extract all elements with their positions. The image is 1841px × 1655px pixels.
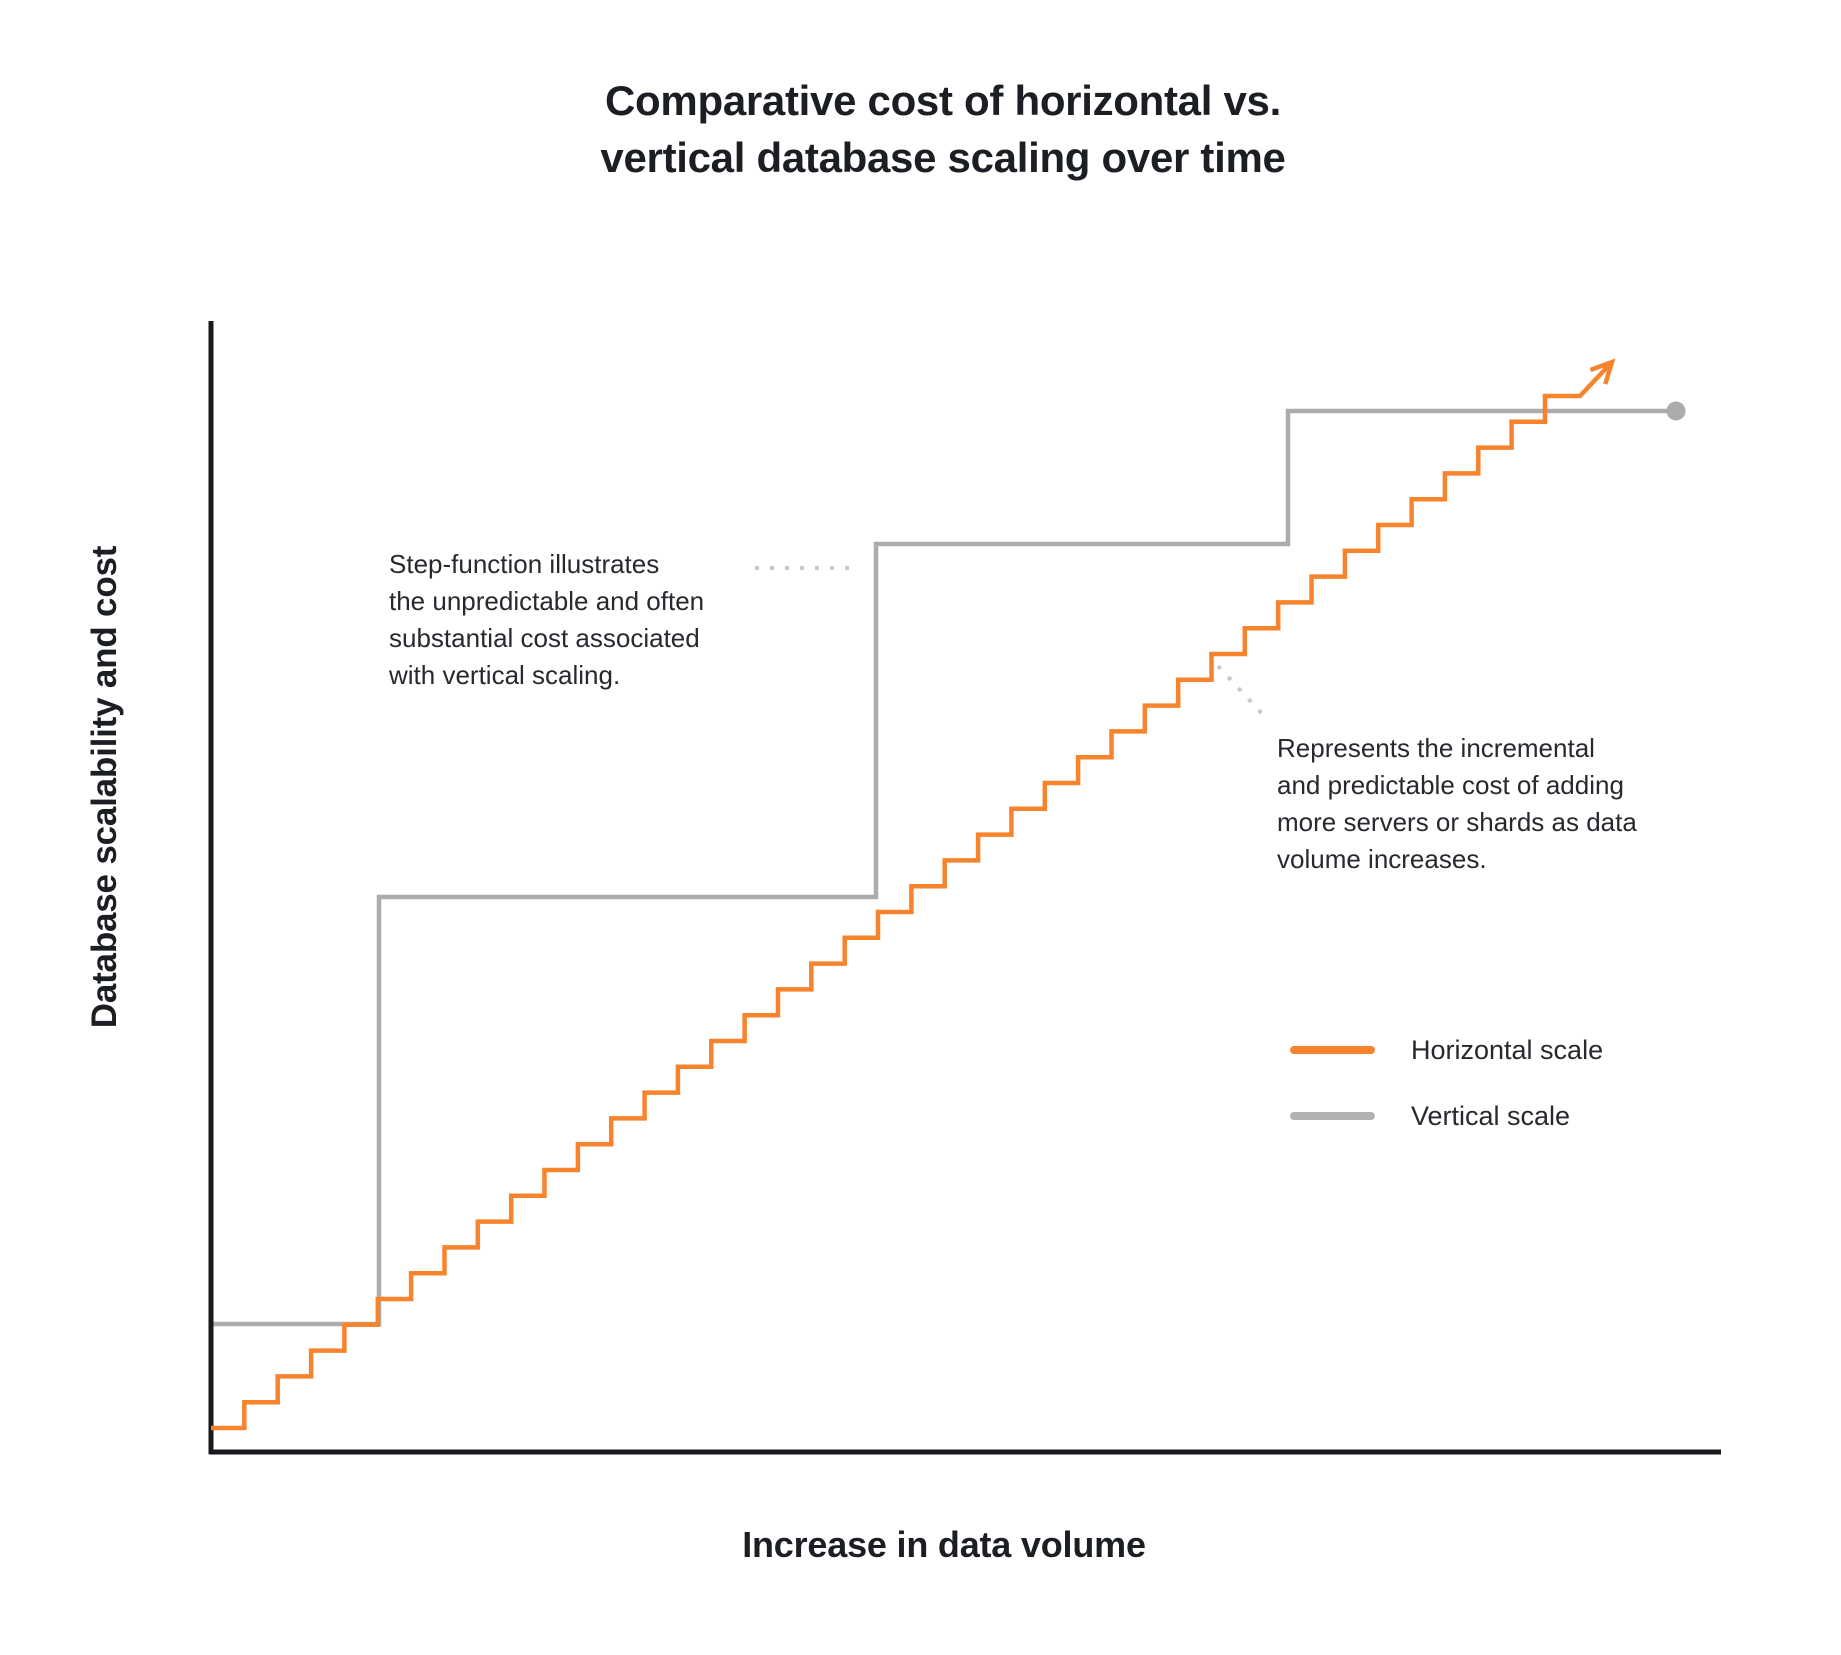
chart-title: Comparative cost of horizontal vs. verti… — [600, 77, 1286, 181]
horizontal-scale-line — [211, 360, 1614, 1431]
annotation-horizontal-scaling: Represents the incremental and predictab… — [1277, 733, 1637, 874]
horizontal-scale-swatch — [1290, 1046, 1375, 1054]
vertical-scale-line — [211, 408, 1676, 1327]
vertical-scale-swatch — [1290, 1112, 1375, 1120]
annotation-vertical-scaling: Step-function illustrates the unpredicta… — [389, 549, 705, 690]
leader-line-horizontal-scaling-note — [1216, 664, 1268, 720]
legend-label-vertical-scale: Vertical scale — [1411, 1100, 1571, 1131]
x-axis-label: Increase in data volume — [742, 1524, 1146, 1565]
legend-label-horizontal-scale: Horizontal scale — [1411, 1034, 1604, 1065]
horizontal-scale-arrowhead-icon — [1589, 358, 1616, 385]
legend: Horizontal scale Vertical scale — [1290, 1031, 1603, 1135]
vertical-scale-end-dot — [1666, 401, 1686, 421]
legend-item-horizontal-scale: Horizontal scale — [1290, 1031, 1603, 1069]
legend-item-vertical-scale: Vertical scale — [1290, 1097, 1603, 1135]
